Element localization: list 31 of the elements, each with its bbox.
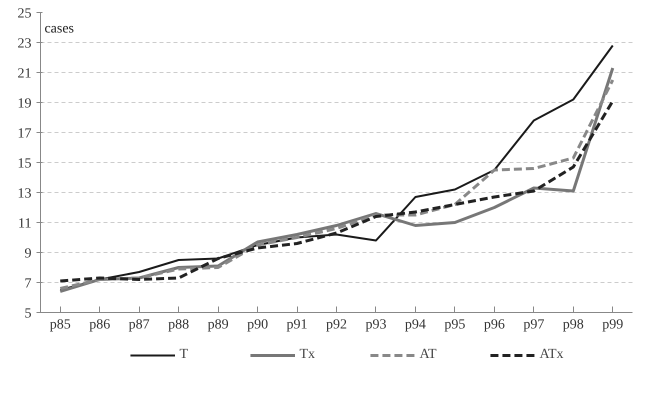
y-tick-label: 13 bbox=[18, 186, 32, 202]
legend-label: AT bbox=[419, 347, 438, 363]
x-tick-label: p99 bbox=[602, 318, 624, 332]
y-tick-label: 21 bbox=[18, 66, 32, 82]
x-tick-label: p96 bbox=[484, 318, 505, 332]
y-axis-title: cases bbox=[44, 22, 74, 36]
y-tick-label: 19 bbox=[18, 96, 32, 112]
y-tick-label: 5 bbox=[24, 306, 32, 322]
y-tick-label: 9 bbox=[24, 246, 32, 262]
legend-label: T bbox=[179, 347, 189, 363]
y-tick-label: 25 bbox=[18, 6, 32, 22]
x-tick-label: p85 bbox=[50, 318, 71, 332]
legend-label: ATx bbox=[539, 347, 564, 363]
x-tick-label: p92 bbox=[326, 318, 347, 332]
x-tick-label: p90 bbox=[247, 318, 268, 332]
y-tick-label: 15 bbox=[18, 156, 32, 172]
x-tick-label: p89 bbox=[208, 318, 229, 332]
y-tick-label: 11 bbox=[18, 216, 32, 232]
x-tick-label: p98 bbox=[562, 318, 584, 332]
y-tick-label: 17 bbox=[18, 126, 32, 142]
x-tick-label: p97 bbox=[523, 318, 544, 332]
x-tick-label: p86 bbox=[89, 318, 110, 332]
legend-label: Tx bbox=[299, 347, 316, 363]
x-tick-label: p93 bbox=[365, 318, 386, 332]
x-tick-label: p94 bbox=[404, 318, 426, 332]
y-tick-label: 23 bbox=[18, 36, 32, 52]
x-tick-label: p87 bbox=[128, 318, 150, 332]
x-tick-label: p91 bbox=[286, 318, 308, 332]
y-tick-label: 7 bbox=[24, 276, 32, 292]
x-tick-label: p95 bbox=[444, 318, 466, 332]
x-tick-label: p88 bbox=[168, 318, 190, 332]
